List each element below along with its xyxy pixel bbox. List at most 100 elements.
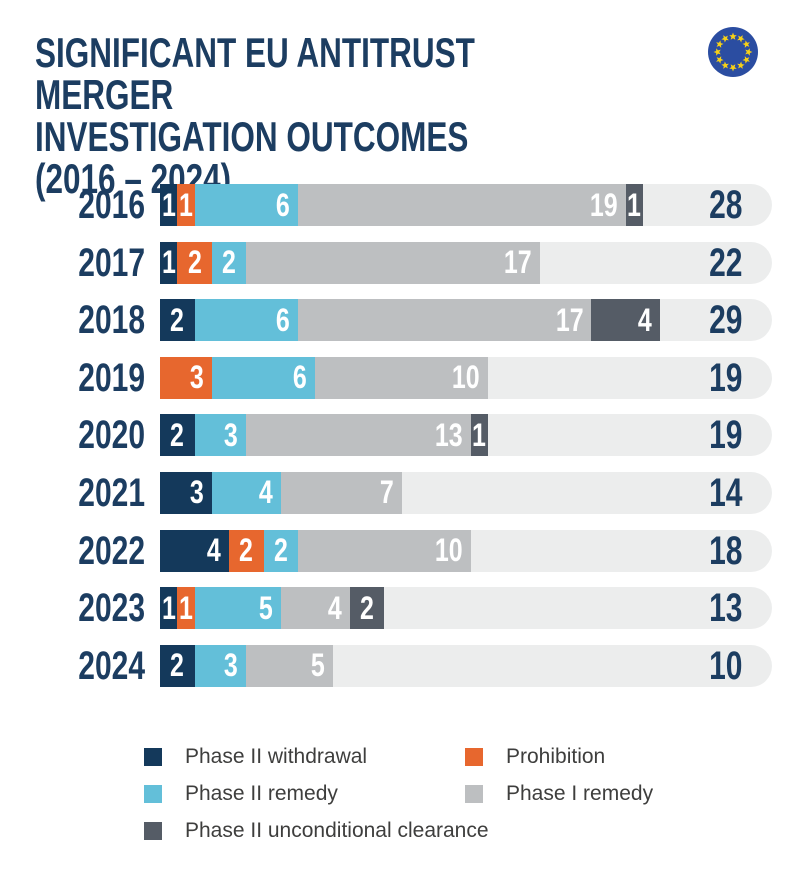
legend-item: Phase II unconditional clearance	[144, 818, 489, 844]
bar-segment-phase2_withdrawal: 1	[160, 184, 178, 226]
segment-value: 7	[379, 474, 394, 511]
bar-segment-phase1_remedy: 7	[280, 471, 402, 514]
segment-value: 6	[293, 359, 308, 396]
bar-track: 2 6 17 4 29	[160, 298, 772, 343]
segment-value: 1	[178, 589, 193, 626]
bar-segment-phase1_remedy: 10	[298, 529, 471, 572]
segment-value: 2	[222, 244, 236, 281]
row-total: 19	[708, 413, 742, 458]
year-label: 2024	[78, 643, 145, 688]
bar-segment-phase2_withdrawal: 4	[160, 529, 229, 572]
eu-flag-icon	[708, 27, 758, 77]
bar-chart: 2016 1 1 6 19 1 28 2017 1 2 2 17 22 2018 2 6 17 4 29 2019 3 6…	[0, 184, 800, 702]
row-total: 19	[708, 355, 742, 400]
bar-segment-phase2_unconditional: 4	[591, 299, 661, 342]
bar-segment-phase2_remedy: 4	[211, 471, 281, 514]
eu-flag-circle	[708, 27, 758, 77]
bar-segment-phase2_remedy: 3	[194, 414, 247, 457]
bar-segment-phase1_remedy: 4	[280, 587, 350, 630]
legend-swatch-icon	[144, 822, 162, 840]
year-label: 2021	[78, 470, 145, 515]
eu-flag-svg	[708, 27, 758, 77]
legend-label: Phase II withdrawal	[185, 745, 368, 768]
bar-segment-phase2_remedy: 2	[211, 241, 247, 284]
bar-segment-phase2_unconditional: 2	[349, 587, 385, 630]
legend-item: Phase II withdrawal	[144, 744, 367, 770]
bar-segment-phase2_remedy: 3	[194, 644, 247, 687]
segment-value: 1	[161, 186, 176, 223]
bar-segment-phase1_remedy: 17	[246, 241, 540, 284]
bar-segment-phase2_withdrawal: 1	[160, 241, 178, 284]
bar-segment-phase2_withdrawal: 2	[160, 299, 195, 342]
segment-value: 17	[555, 301, 584, 338]
year-label: 2018	[78, 298, 145, 343]
row-total: 18	[708, 528, 742, 573]
segment-value: 6	[276, 301, 290, 338]
bar-row: 2023 1 1 5 4 2 13	[0, 586, 800, 631]
bar-segment-prohibition: 2	[177, 241, 212, 284]
segment-value: 3	[224, 647, 239, 684]
segment-value: 2	[187, 244, 202, 281]
bar-segment-phase2_remedy: 6	[194, 184, 298, 226]
bar-segment-phase1_remedy: 13	[246, 414, 471, 457]
bar-segment-phase1_remedy: 17	[298, 299, 592, 342]
year-label: 2020	[78, 413, 145, 458]
segment-value: 5	[310, 647, 325, 684]
bar-segment-phase2_unconditional: 1	[625, 184, 643, 226]
legend-label: Phase I remedy	[506, 782, 654, 805]
bar-row: 2017 1 2 2 17 22	[0, 240, 800, 285]
bar-segment-phase2_unconditional: 1	[470, 414, 488, 457]
bar-row: 2019 3 6 10 19	[0, 355, 800, 400]
segment-value: 17	[503, 244, 532, 281]
segment-value: 1	[627, 186, 642, 223]
segment-value: 10	[451, 359, 480, 396]
bar-row: 2021 3 4 7 14	[0, 470, 800, 515]
segment-value: 6	[276, 186, 290, 223]
bar-row: 2022 4 2 2 10 18	[0, 528, 800, 573]
segment-value: 3	[224, 416, 239, 453]
bar-segment-phase2_withdrawal: 2	[160, 414, 195, 457]
segment-value: 4	[327, 589, 342, 626]
year-label: 2022	[78, 528, 145, 573]
segment-value: 10	[434, 532, 463, 569]
page-title: SIGNIFICANT EU ANTITRUST MERGER INVESTIG…	[35, 29, 475, 202]
segment-value: 1	[161, 589, 176, 626]
segment-value: 3	[189, 474, 204, 511]
bar-segment-prohibition: 1	[177, 587, 195, 630]
segment-value: 13	[434, 416, 463, 453]
bar-track: 1 1 5 4 2 13	[160, 587, 772, 630]
row-total: 14	[708, 470, 742, 515]
legend-swatch-icon	[465, 748, 483, 766]
row-total: 22	[708, 240, 742, 285]
bar-segment-phase1_remedy: 5	[246, 644, 333, 687]
bar-segment-phase2_remedy: 5	[194, 587, 281, 630]
bar-track: 2 3 5 10	[160, 643, 772, 688]
bar-track: 1 2 2 17 22	[160, 240, 772, 285]
bar-segment-phase1_remedy: 19	[298, 184, 626, 226]
bar-segment-phase2_withdrawal: 3	[160, 471, 212, 514]
year-label: 2019	[78, 355, 145, 400]
bar-segment-phase2_remedy: 6	[211, 356, 316, 399]
bar-track: 3 6 10 19	[160, 355, 772, 400]
bar-segment-phase2_withdrawal: 1	[160, 587, 178, 630]
year-label: 2023	[78, 586, 145, 631]
segment-value: 4	[638, 301, 653, 338]
segment-value: 2	[170, 301, 185, 338]
year-label: 2017	[78, 240, 145, 285]
segment-value: 5	[258, 589, 273, 626]
bar-segment-phase2_remedy: 2	[263, 529, 298, 572]
bar-segment-prohibition: 1	[177, 184, 195, 226]
segment-value: 3	[189, 359, 204, 396]
segment-value: 1	[161, 244, 176, 281]
bar-track: 4 2 2 10 18	[160, 528, 772, 573]
legend-swatch-icon	[465, 785, 483, 803]
bar-segment-phase2_remedy: 6	[194, 299, 298, 342]
row-total: 10	[708, 643, 742, 688]
bar-track: 1 1 6 19 1 28	[160, 184, 772, 226]
bar-segment-prohibition: 3	[160, 356, 212, 399]
bar-segment-phase2_withdrawal: 2	[160, 644, 195, 687]
bar-row: 2016 1 1 6 19 1 28	[0, 184, 800, 226]
bar-segment-phase1_remedy: 10	[315, 356, 488, 399]
row-total: 29	[708, 298, 742, 343]
